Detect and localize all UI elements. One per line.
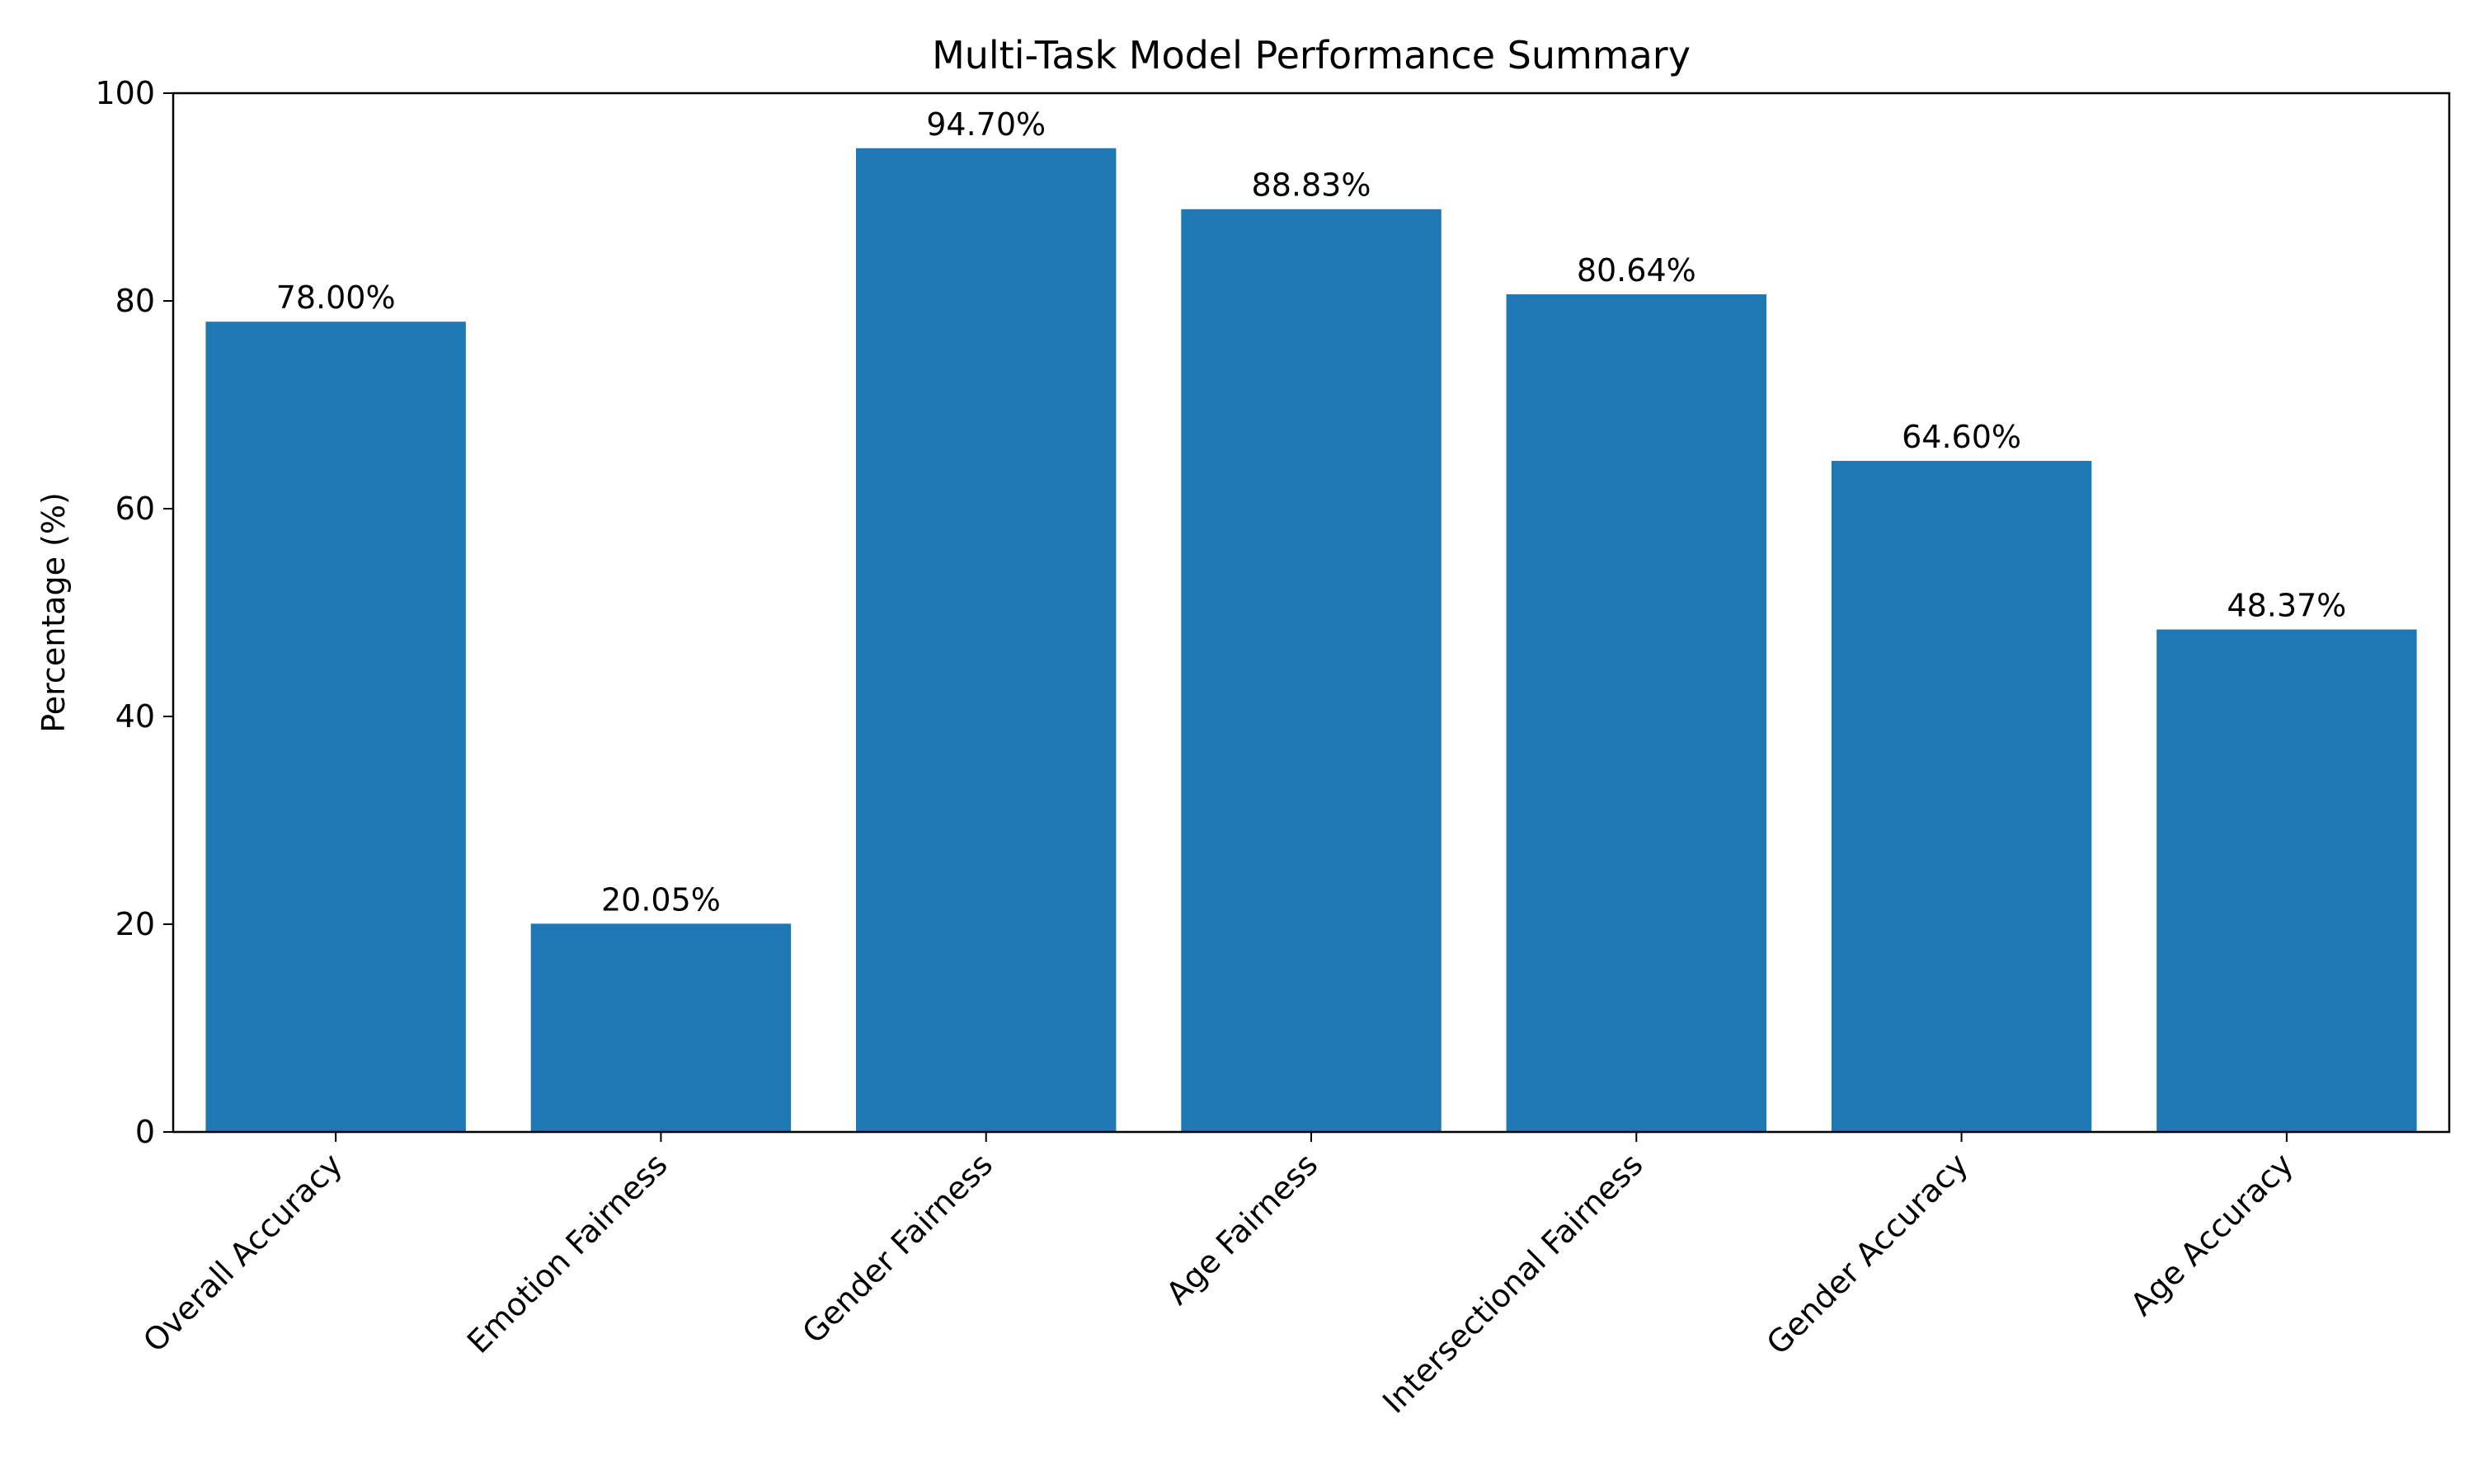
bar xyxy=(530,923,792,1132)
chart-title: Multi-Task Model Performance Summary xyxy=(932,33,1691,77)
bar xyxy=(1831,461,2092,1132)
bar-value-label: 78.00% xyxy=(276,279,396,316)
bar-value-label: 80.64% xyxy=(1577,252,1696,289)
y-tick-label: 80 xyxy=(115,283,155,319)
x-tick-label: Age Fairness xyxy=(1159,1146,1325,1312)
x-tick-label: Overall Accuracy xyxy=(136,1146,349,1359)
bar xyxy=(205,322,466,1132)
y-tick-label: 0 xyxy=(135,1114,155,1150)
bar-value-label: 20.05% xyxy=(601,881,721,918)
y-tick-label: 20 xyxy=(115,906,155,942)
bar xyxy=(1506,294,1766,1132)
bar-value-label: 94.70% xyxy=(926,106,1046,143)
plot-frame xyxy=(172,92,2451,1134)
bar xyxy=(856,148,1117,1132)
y-tick-label: 100 xyxy=(95,75,155,111)
bar-value-label: 64.60% xyxy=(1902,419,2021,455)
x-tick-label: Gender Accuracy xyxy=(1760,1146,1975,1361)
bar-value-label: 48.37% xyxy=(2227,588,2346,624)
y-axis-title: Percentage (%) xyxy=(35,492,72,733)
bar-value-label: 88.83% xyxy=(1252,167,1371,204)
bar xyxy=(1181,209,1442,1133)
y-tick-label: 40 xyxy=(115,698,155,735)
x-tick-label: Age Accuracy xyxy=(2124,1146,2300,1322)
y-tick-label: 60 xyxy=(115,491,155,527)
plot-area: 78.00% Overall Accuracy 20.05% Emotion Fair… xyxy=(95,75,2451,1421)
bar xyxy=(2157,629,2417,1132)
x-tick-label: Gender Fairness xyxy=(795,1146,999,1350)
x-tick-label: Intersectional Fairness xyxy=(1376,1146,1649,1420)
x-tick-label: Emotion Fairness xyxy=(460,1146,675,1360)
